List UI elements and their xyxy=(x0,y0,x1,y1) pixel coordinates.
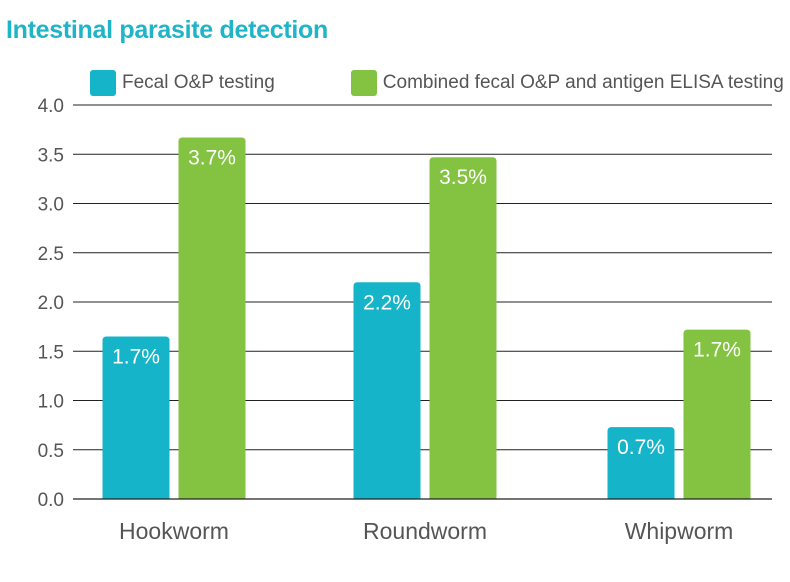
legend-swatch-combined xyxy=(350,70,377,96)
y-tick-label: 2.5 xyxy=(38,244,64,265)
legend-label-fecal: Fecal O&P testing xyxy=(122,72,275,93)
bar xyxy=(607,427,675,499)
y-tick-label: 3.0 xyxy=(38,195,64,216)
y-tick-label: 1.5 xyxy=(38,342,64,363)
data-label: 1.7% xyxy=(112,345,160,368)
bar xyxy=(683,329,751,499)
y-tick-label: 0.5 xyxy=(38,441,64,462)
y-tick-label: 2.0 xyxy=(38,293,64,314)
bar xyxy=(353,282,421,499)
chart-title: Intestinal parasite detection xyxy=(6,16,328,44)
bar xyxy=(178,137,246,499)
x-category-label: Whipworm xyxy=(625,518,734,544)
y-tick-label: 1.0 xyxy=(38,392,64,413)
legend: Fecal O&P testing Combined fecal O&P and… xyxy=(90,68,790,98)
y-tick-label: 4.0 xyxy=(38,96,64,117)
data-label: 3.7% xyxy=(188,147,236,170)
bar xyxy=(102,336,170,499)
legend-swatch-fecal xyxy=(90,70,116,96)
data-label: 1.7% xyxy=(693,339,741,362)
x-category-label: Roundworm xyxy=(363,518,487,544)
data-label: 2.2% xyxy=(363,291,411,314)
x-category-label: Hookworm xyxy=(119,518,229,544)
legend-item-fecal: Fecal O&P testing xyxy=(90,70,275,96)
data-label: 0.7% xyxy=(617,436,665,459)
legend-label-combined: Combined fecal O&P and antigen ELISA tes… xyxy=(382,72,784,93)
y-tick-label: 3.5 xyxy=(38,145,64,166)
data-label: 3.5% xyxy=(439,166,487,189)
legend-item-combined: Combined fecal O&P and antigen ELISA tes… xyxy=(350,70,784,96)
bar xyxy=(429,157,497,499)
y-tick-label: 0.0 xyxy=(38,490,64,511)
